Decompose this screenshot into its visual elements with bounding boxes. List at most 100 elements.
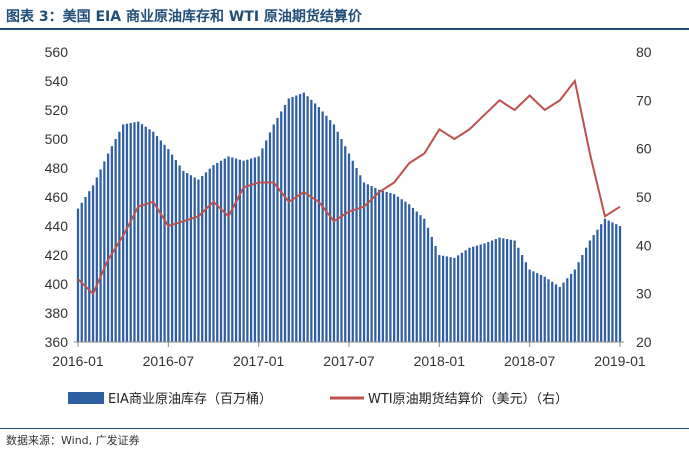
x-tick-label: 2017-01	[233, 353, 285, 369]
y-left-tick-label: 540	[45, 73, 69, 89]
y-right-tick-label: 60	[636, 141, 652, 157]
inventory-bar	[204, 172, 208, 342]
legend-line-label: WTI原油期货结算价（美元）（右）	[368, 391, 568, 407]
y-left-tick-label: 420	[45, 247, 69, 263]
inventory-bar	[408, 204, 411, 342]
y-right-tick-label: 40	[636, 237, 652, 253]
inventory-bar	[280, 111, 283, 342]
inventory-bar	[137, 121, 140, 342]
inventory-bar	[314, 103, 317, 342]
x-tick-label: 2019-01	[594, 353, 646, 369]
inventory-bar	[498, 237, 501, 342]
inventory-bar	[453, 257, 456, 342]
inventory-bar	[528, 269, 531, 342]
inventory-bar	[547, 279, 550, 342]
inventory-bar	[133, 122, 136, 342]
inventory-bar	[268, 132, 272, 342]
inventory-bar	[464, 250, 467, 342]
legend-bar-swatch	[68, 392, 104, 404]
inventory-bar	[374, 187, 377, 342]
inventory-bar	[283, 104, 287, 343]
inventory-bar	[212, 165, 215, 342]
inventory-bar	[457, 255, 460, 342]
inventory-bar	[189, 175, 193, 342]
footer-divider	[0, 428, 689, 429]
inventory-bar	[505, 239, 509, 342]
title-divider	[0, 28, 689, 30]
inventory-bar	[106, 153, 110, 342]
inventory-bar	[163, 144, 166, 342]
inventory-bar	[426, 227, 430, 342]
inventory-bar	[295, 95, 298, 342]
inventory-bar	[140, 124, 144, 342]
inventory-bar	[197, 179, 200, 342]
inventory-bar	[178, 165, 181, 342]
inventory-bar	[430, 236, 433, 343]
inventory-bar	[475, 245, 479, 342]
inventory-bar	[588, 240, 592, 342]
inventory-bar	[524, 262, 528, 342]
inventory-bar	[306, 96, 309, 342]
inventory-bar	[325, 115, 328, 342]
inventory-bar	[122, 124, 125, 342]
inventory-bar	[91, 185, 95, 342]
data-source: 数据来源：Wind, 广发证券	[6, 434, 140, 447]
inventory-bar	[445, 256, 448, 342]
inventory-bar	[276, 117, 279, 342]
y-left-axis: 360 380 400 420 440 460 480 500 520 540 560	[45, 44, 69, 350]
inventory-bar	[573, 269, 576, 342]
inventory-bar	[231, 157, 234, 342]
inventory-bar	[366, 184, 369, 342]
inventory-bar	[182, 170, 185, 342]
inventory-bar	[490, 240, 494, 342]
y-right-tick-label: 50	[636, 189, 652, 205]
inventory-bar	[246, 159, 249, 342]
inventory-bar	[351, 160, 354, 342]
y-right-tick-label: 80	[636, 44, 652, 60]
inventory-bar	[539, 274, 543, 342]
inventory-bar	[174, 160, 177, 342]
legend: EIA商业原油库存（百万桶） WTI原油期货结算价（美元）（右）	[68, 391, 568, 407]
inventory-bar	[460, 252, 464, 342]
inventory-bar	[472, 246, 475, 342]
inventory-bar	[344, 146, 347, 342]
inventory-bar	[381, 190, 385, 342]
inventory-bar	[521, 255, 524, 342]
inventory-bar	[396, 196, 400, 342]
inventory-bar	[532, 271, 535, 342]
inventory-bars	[76, 92, 622, 343]
inventory-bar	[125, 123, 129, 342]
inventory-bar	[569, 273, 573, 342]
inventory-bar	[317, 107, 321, 342]
inventory-bar	[114, 139, 117, 342]
inventory-bar	[592, 235, 595, 342]
inventory-bar	[513, 240, 516, 342]
inventory-bar	[223, 158, 226, 342]
inventory-bar	[291, 96, 294, 342]
inventory-bar	[219, 160, 223, 342]
y-left-tick-label: 440	[45, 218, 69, 234]
inventory-bar	[551, 281, 554, 342]
inventory-bar	[201, 175, 204, 342]
inventory-bar	[509, 239, 512, 342]
inventory-bar	[242, 160, 245, 342]
inventory-bar	[340, 139, 343, 342]
inventory-bar	[250, 158, 253, 342]
inventory-bar	[253, 157, 257, 342]
inventory-bar	[566, 278, 569, 342]
inventory-bar	[186, 173, 189, 342]
inventory-bar	[257, 156, 260, 342]
inventory-bar	[615, 224, 618, 342]
x-tick-label: 2018-07	[504, 353, 556, 369]
inventory-bar	[355, 168, 358, 342]
inventory-bar	[155, 136, 159, 342]
inventory-bar	[479, 244, 482, 342]
inventory-bar	[118, 131, 121, 342]
inventory-bar	[216, 162, 219, 342]
inventory-bar	[159, 140, 162, 342]
inventory-bar	[438, 255, 441, 342]
inventory-bar	[562, 282, 565, 342]
inventory-bar	[227, 156, 230, 342]
wti-price-line	[77, 78, 621, 296]
